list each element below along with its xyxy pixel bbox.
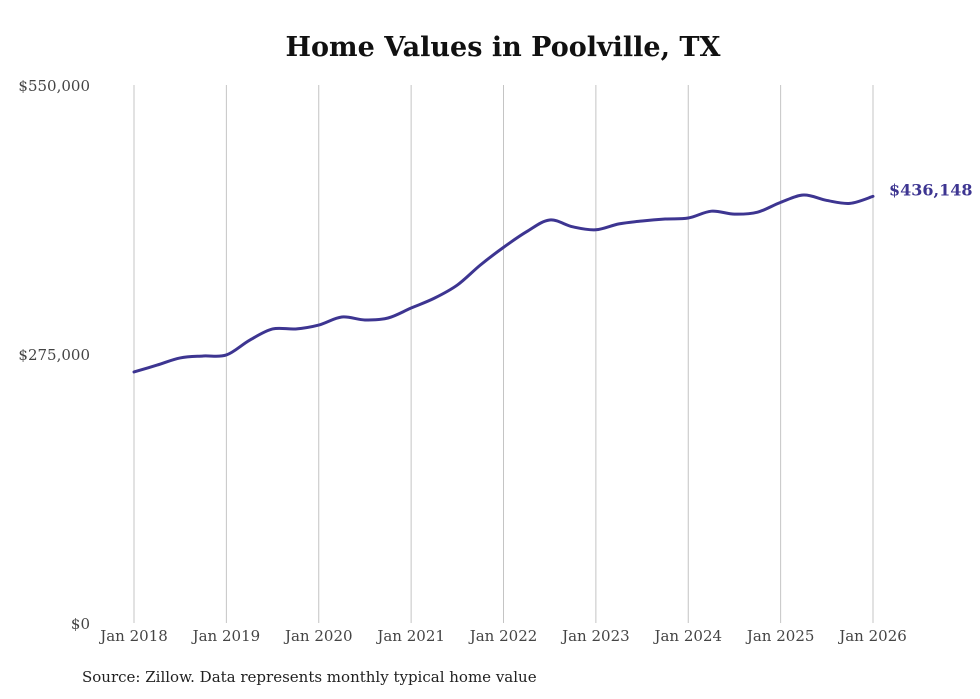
x-tick-label: Jan 2019 bbox=[191, 627, 261, 645]
x-tick-label: Jan 2018 bbox=[98, 627, 168, 645]
source-note: Source: Zillow. Data represents monthly … bbox=[82, 668, 537, 686]
end-value-label: $436,148 bbox=[889, 180, 973, 199]
x-tick-label: Jan 2020 bbox=[283, 627, 353, 645]
x-tick-label: Jan 2021 bbox=[375, 627, 445, 645]
x-tick-label: Jan 2026 bbox=[837, 627, 907, 645]
x-tick-label: Jan 2023 bbox=[560, 627, 630, 645]
x-tick-label: Jan 2022 bbox=[468, 627, 538, 645]
y-tick-label: $0 bbox=[71, 615, 90, 633]
x-tick-label: Jan 2024 bbox=[652, 627, 722, 645]
y-tick-label: $550,000 bbox=[18, 77, 90, 95]
chart-title: Home Values in Poolville, TX bbox=[285, 32, 721, 63]
x-tick-label: Jan 2025 bbox=[745, 627, 815, 645]
y-tick-label: $275,000 bbox=[18, 346, 90, 364]
